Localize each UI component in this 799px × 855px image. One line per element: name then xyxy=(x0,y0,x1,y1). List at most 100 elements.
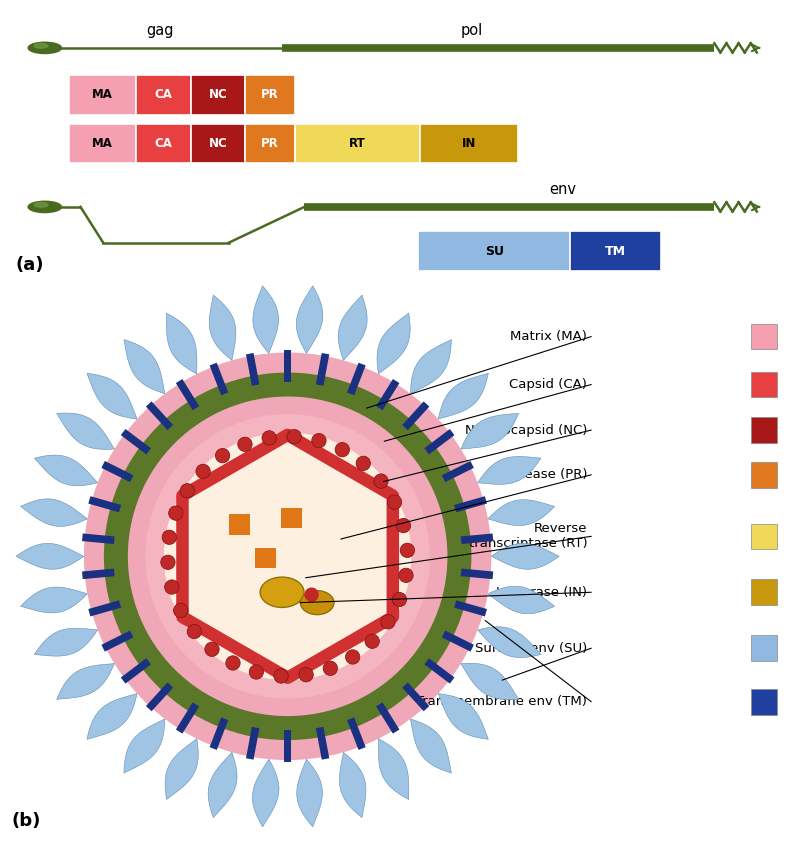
Text: Surface env (SU): Surface env (SU) xyxy=(475,642,587,655)
Polygon shape xyxy=(89,496,121,512)
Text: Protease (PR): Protease (PR) xyxy=(498,469,587,481)
Polygon shape xyxy=(454,600,487,616)
Polygon shape xyxy=(57,663,114,699)
Circle shape xyxy=(374,474,388,488)
Polygon shape xyxy=(438,693,488,740)
Circle shape xyxy=(161,555,175,569)
Text: IN: IN xyxy=(462,137,476,150)
Polygon shape xyxy=(461,663,519,699)
Polygon shape xyxy=(124,339,165,393)
Polygon shape xyxy=(424,658,455,684)
Polygon shape xyxy=(402,682,429,711)
Polygon shape xyxy=(296,759,323,827)
Circle shape xyxy=(0,253,591,855)
FancyBboxPatch shape xyxy=(255,547,276,569)
Polygon shape xyxy=(87,693,137,740)
Polygon shape xyxy=(454,496,487,512)
Polygon shape xyxy=(338,295,368,360)
Polygon shape xyxy=(146,682,173,711)
Polygon shape xyxy=(491,543,559,569)
Circle shape xyxy=(381,615,396,629)
FancyBboxPatch shape xyxy=(70,75,136,115)
Text: Nucleocapsid (NC): Nucleocapsid (NC) xyxy=(465,423,587,437)
Ellipse shape xyxy=(300,591,334,615)
Circle shape xyxy=(216,449,230,463)
FancyBboxPatch shape xyxy=(751,324,777,350)
Polygon shape xyxy=(442,630,474,652)
Polygon shape xyxy=(101,461,133,482)
Text: RT: RT xyxy=(349,137,366,150)
Circle shape xyxy=(226,656,240,670)
Polygon shape xyxy=(377,313,410,374)
Polygon shape xyxy=(252,286,279,353)
Polygon shape xyxy=(284,730,292,763)
Polygon shape xyxy=(87,374,137,419)
Polygon shape xyxy=(488,587,555,614)
Circle shape xyxy=(164,433,411,681)
Circle shape xyxy=(262,431,276,445)
Text: env: env xyxy=(549,181,576,197)
Polygon shape xyxy=(176,703,199,734)
Polygon shape xyxy=(121,658,151,684)
FancyBboxPatch shape xyxy=(245,124,295,163)
Circle shape xyxy=(169,506,183,521)
Circle shape xyxy=(162,530,177,545)
FancyBboxPatch shape xyxy=(751,580,777,605)
Polygon shape xyxy=(478,627,541,657)
FancyBboxPatch shape xyxy=(751,417,777,443)
Circle shape xyxy=(388,495,402,510)
Text: Matrix (MA): Matrix (MA) xyxy=(511,330,587,343)
Polygon shape xyxy=(461,534,493,544)
Circle shape xyxy=(238,437,252,451)
Text: pol: pol xyxy=(460,22,483,38)
Polygon shape xyxy=(488,499,555,526)
Polygon shape xyxy=(166,313,197,374)
Circle shape xyxy=(400,543,415,557)
FancyBboxPatch shape xyxy=(281,508,302,528)
Circle shape xyxy=(249,665,264,679)
Text: Reverse
transcriptase (RT): Reverse transcriptase (RT) xyxy=(469,522,587,551)
Text: Integrase (IN): Integrase (IN) xyxy=(496,586,587,598)
Circle shape xyxy=(145,414,430,699)
Polygon shape xyxy=(82,534,114,544)
FancyBboxPatch shape xyxy=(751,462,777,487)
Circle shape xyxy=(335,442,349,457)
Circle shape xyxy=(274,669,288,683)
Text: CA: CA xyxy=(154,88,172,101)
FancyBboxPatch shape xyxy=(190,124,245,163)
FancyBboxPatch shape xyxy=(70,124,136,163)
Circle shape xyxy=(299,668,313,682)
Polygon shape xyxy=(316,353,329,386)
Polygon shape xyxy=(379,739,409,799)
Circle shape xyxy=(312,433,326,448)
Circle shape xyxy=(287,429,301,444)
FancyBboxPatch shape xyxy=(419,232,570,271)
Polygon shape xyxy=(411,339,451,393)
Polygon shape xyxy=(182,435,393,678)
Circle shape xyxy=(28,42,62,54)
FancyBboxPatch shape xyxy=(229,514,250,534)
Polygon shape xyxy=(101,630,133,652)
Polygon shape xyxy=(442,461,474,482)
FancyBboxPatch shape xyxy=(751,689,777,715)
FancyBboxPatch shape xyxy=(190,75,245,115)
Circle shape xyxy=(365,634,380,648)
Text: MA: MA xyxy=(92,137,113,150)
Text: PR: PR xyxy=(261,137,279,150)
Polygon shape xyxy=(376,703,400,734)
FancyBboxPatch shape xyxy=(419,124,519,163)
Circle shape xyxy=(104,373,471,740)
Polygon shape xyxy=(284,351,292,382)
Polygon shape xyxy=(246,727,260,759)
Polygon shape xyxy=(34,628,97,656)
Circle shape xyxy=(34,203,48,207)
FancyBboxPatch shape xyxy=(751,523,777,549)
Text: SU: SU xyxy=(485,245,503,257)
Circle shape xyxy=(34,44,48,48)
Circle shape xyxy=(304,587,319,602)
Polygon shape xyxy=(461,569,493,579)
Polygon shape xyxy=(21,587,87,613)
Polygon shape xyxy=(347,363,366,395)
Polygon shape xyxy=(165,739,198,799)
Circle shape xyxy=(128,397,447,716)
